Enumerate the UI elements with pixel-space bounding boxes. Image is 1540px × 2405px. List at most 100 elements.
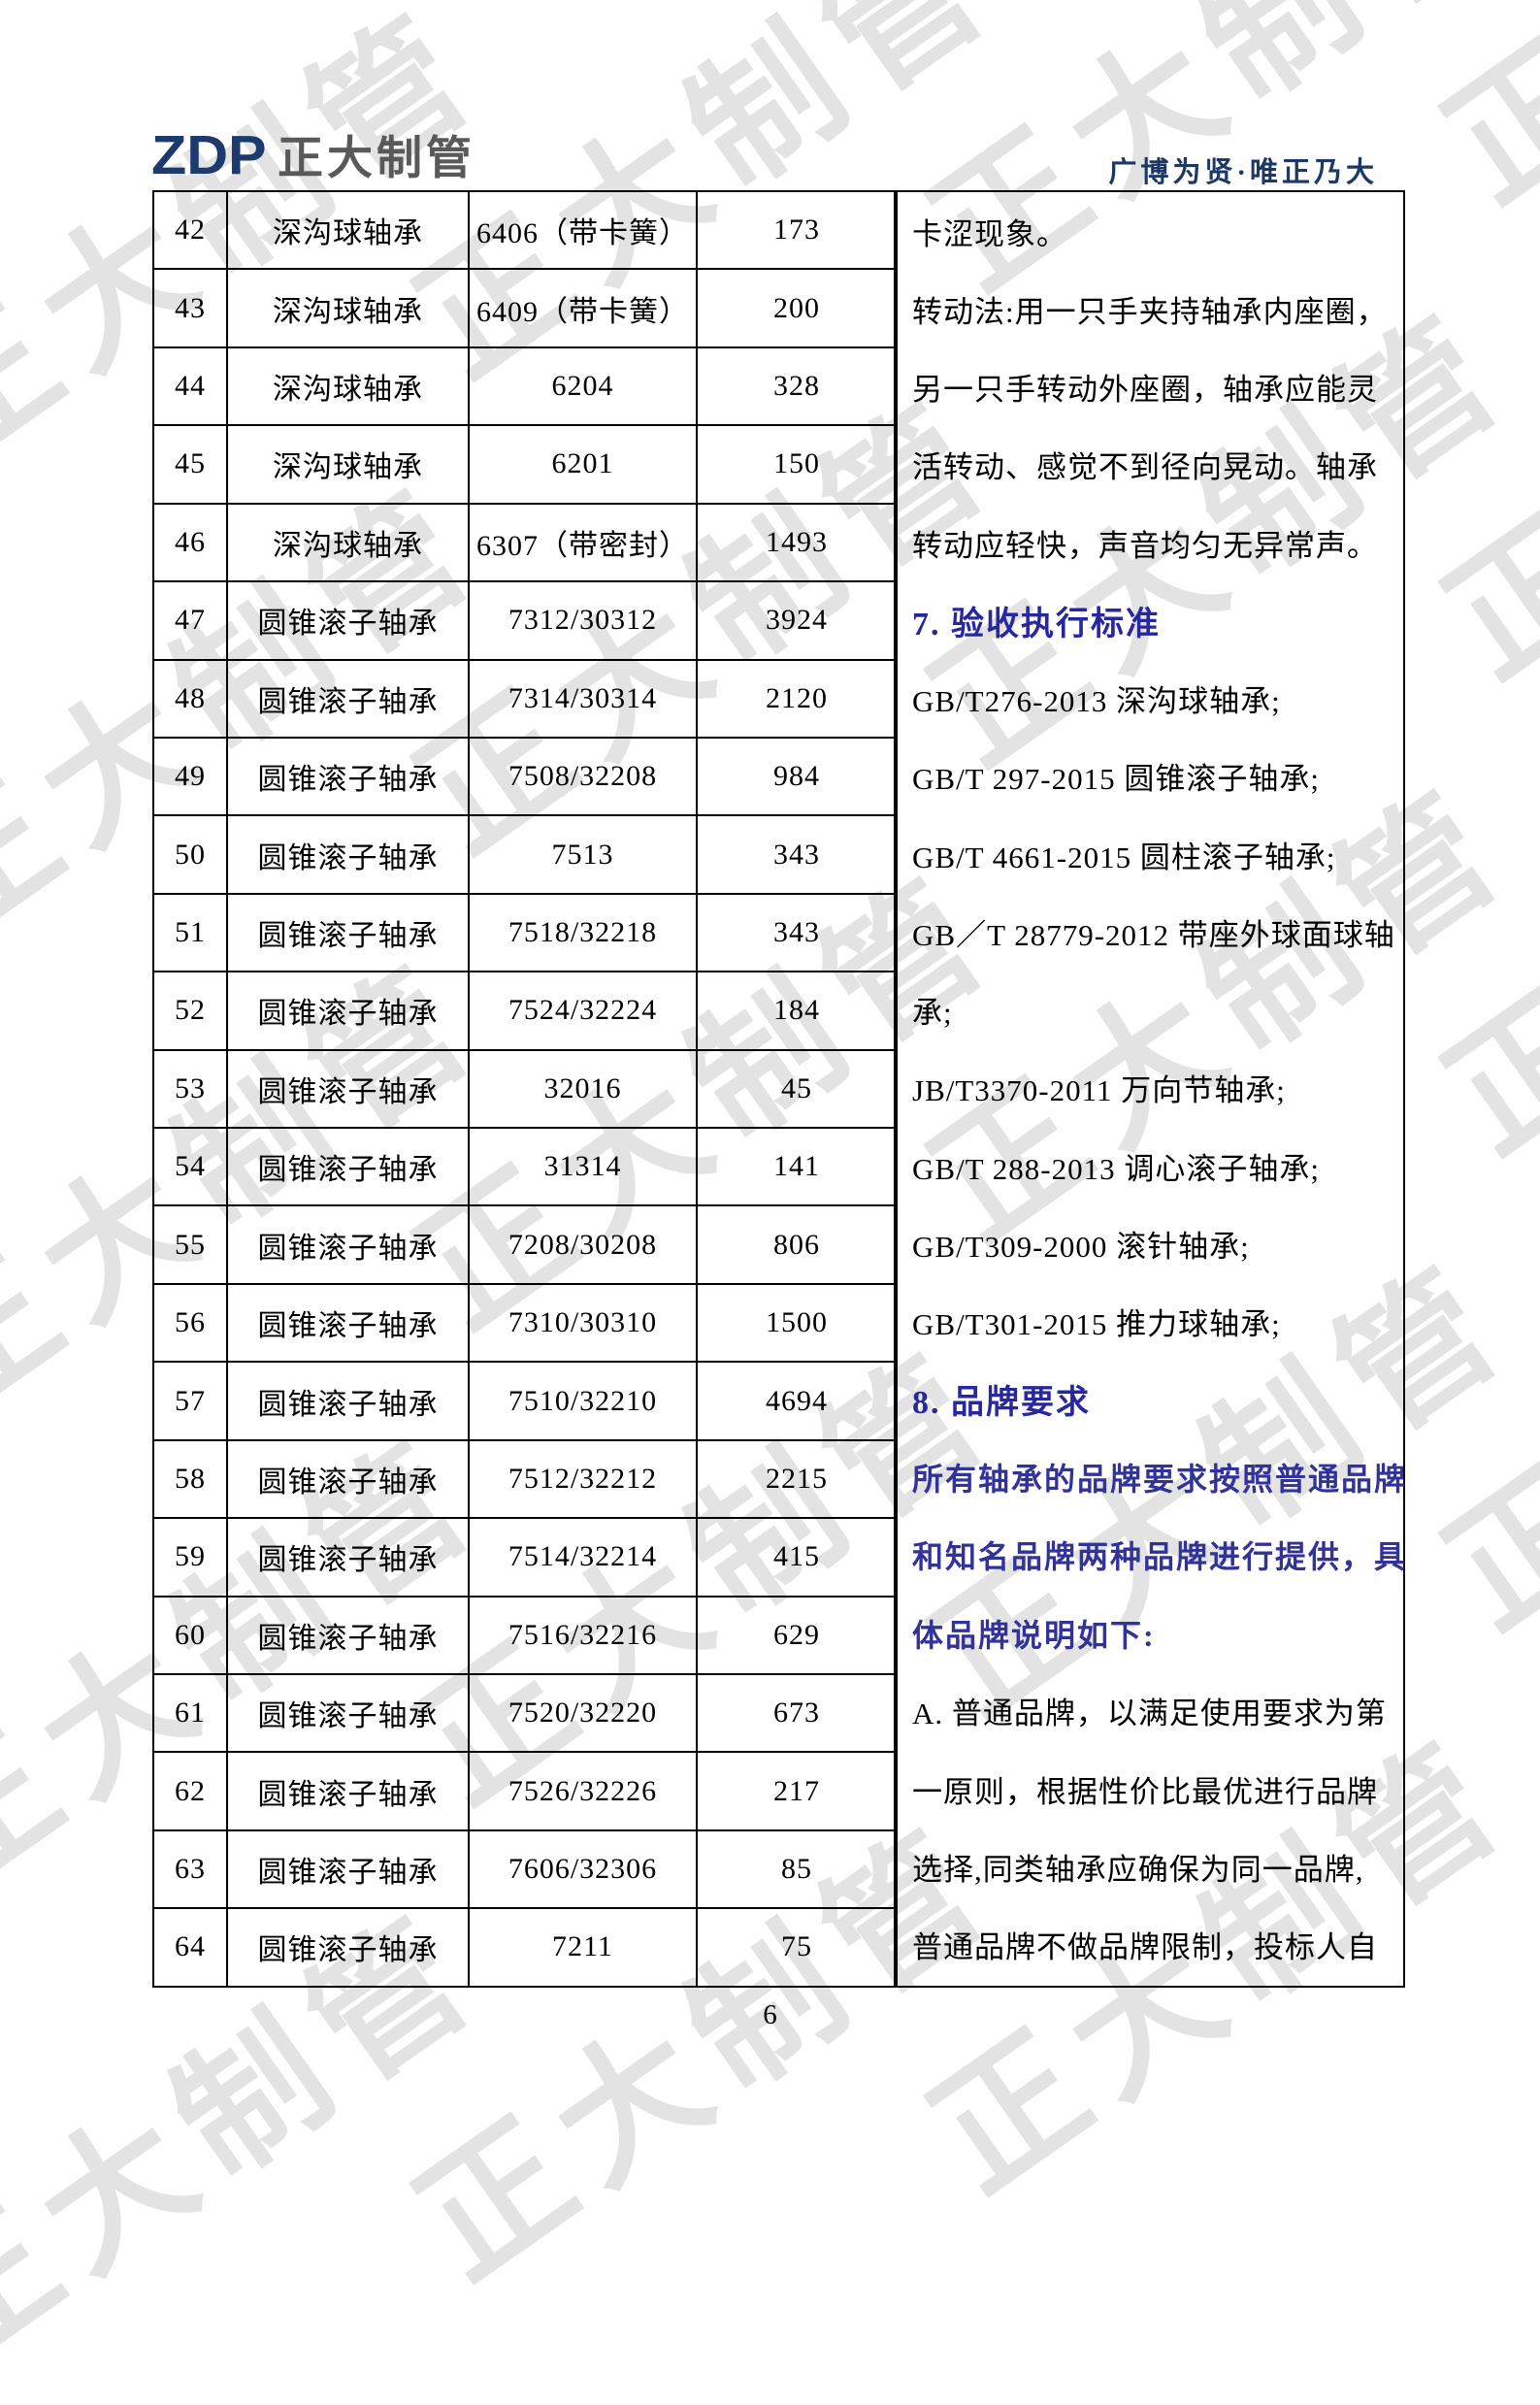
cell-bearing-type: 圆锥滚子轴承 [226, 814, 470, 895]
cell-row-number: 56 [152, 1282, 228, 1364]
cell-model: 7526/32226 [468, 1751, 698, 1831]
cell-model: 7513 [468, 814, 698, 895]
table-row: 45 深沟球轴承 6201 150 [152, 424, 898, 505]
cell-model: 6307（带密封） [468, 502, 698, 583]
cell-row-number: 61 [152, 1673, 228, 1754]
note-line: JB/T3370-2011 万向节轴承; [912, 1073, 1286, 1108]
cell-bearing-type: 圆锥滚子轴承 [226, 1828, 470, 1910]
note-line: GB/T276-2013 深沟球轴承; [912, 684, 1281, 719]
cell-model: 32016 [468, 1048, 698, 1130]
page-footer: 6 [0, 1999, 1540, 2031]
cell-quantity: 2215 [696, 1438, 898, 1520]
cell-model: 7520/32220 [468, 1673, 698, 1754]
note-line: GB／T 28779-2012 带座外球面球轴 [912, 917, 1395, 952]
note-line: GB/T 4661-2015 圆柱滚子轴承; [912, 840, 1336, 874]
note-line: 7. 验收执行标准 [912, 606, 1161, 642]
table-row: 61 圆锥滚子轴承 7520/32220 673 [152, 1673, 898, 1754]
cell-model: 7312/30312 [468, 580, 698, 661]
cell-bearing-type: 圆锥滚子轴承 [226, 1751, 470, 1831]
cell-row-number: 51 [152, 892, 228, 973]
cell-bearing-type: 深沟球轴承 [226, 424, 470, 505]
cell-row-number: 64 [152, 1907, 228, 1988]
cell-row-number: 60 [152, 1595, 228, 1676]
page-number: 6 [763, 1999, 777, 2030]
cell-bearing-type: 圆锥滚子轴承 [226, 892, 470, 973]
cell-model: 31314 [468, 1127, 698, 1207]
cell-model: 7310/30310 [468, 1282, 698, 1364]
cell-bearing-type: 圆锥滚子轴承 [226, 1282, 470, 1364]
note-line: 体品牌说明如下: [912, 1617, 1156, 1653]
cell-row-number: 49 [152, 736, 228, 817]
note-line: 另一只手转动外座圈，轴承应能灵 [912, 373, 1378, 408]
logo-company-name: 正大制管 [278, 132, 475, 183]
cell-bearing-type: 深沟球轴承 [226, 502, 470, 583]
cell-bearing-type: 圆锥滚子轴承 [226, 1204, 470, 1285]
cell-model: 6409（带卡簧） [468, 268, 698, 348]
cell-quantity: 415 [696, 1517, 898, 1598]
table-row: 49 圆锥滚子轴承 7508/32208 984 [152, 736, 898, 817]
table-row: 59 圆锥滚子轴承 7514/32214 415 [152, 1517, 898, 1598]
cell-quantity: 184 [696, 971, 898, 1051]
note-line: GB/T 288-2013 调心滚子轴承; [912, 1151, 1320, 1186]
note-line: 选择,同类轴承应确保为同一品牌, [912, 1852, 1364, 1887]
table-row: 42 深沟球轴承 6406（带卡簧） 173 [152, 189, 898, 271]
cell-row-number: 59 [152, 1517, 228, 1598]
cell-bearing-type: 圆锥滚子轴承 [226, 1517, 470, 1598]
cell-model: 6204 [468, 346, 698, 427]
table-row: 60 圆锥滚子轴承 7516/32216 629 [152, 1595, 898, 1676]
cell-quantity: 806 [696, 1204, 898, 1285]
notes-panel: 卡涩现象。 转动法:用一只手夹持轴承内座圈， 另一只手转动外座圈，轴承应能灵 活… [894, 190, 1405, 1988]
cell-row-number: 55 [152, 1204, 228, 1285]
table-row: 46 深沟球轴承 6307（带密封） 1493 [152, 502, 898, 583]
watermark-text: 正大制管 [1418, 670, 1540, 1182]
cell-model: 7510/32210 [468, 1361, 698, 1441]
table-row: 63 圆锥滚子轴承 7606/32306 85 [152, 1828, 898, 1910]
note-line: 一原则，根据性价比最优进行品牌 [912, 1774, 1378, 1809]
table-row: 52 圆锥滚子轴承 7524/32224 184 [152, 971, 898, 1051]
table-row: 50 圆锥滚子轴承 7513 343 [152, 814, 898, 895]
cell-model: 7208/30208 [468, 1204, 698, 1285]
cell-quantity: 343 [696, 814, 898, 895]
cell-row-number: 54 [152, 1127, 228, 1207]
bearing-table: 42 深沟球轴承 6406（带卡簧） 173 43 深沟球轴承 6409（带卡簧… [152, 189, 898, 1988]
table-row: 64 圆锥滚子轴承 7211 75 [152, 1907, 898, 1988]
cell-quantity: 75 [696, 1907, 898, 1988]
cell-row-number: 58 [152, 1438, 228, 1520]
cell-model: 7211 [468, 1907, 698, 1988]
note-line: 8. 品牌要求 [912, 1385, 1091, 1422]
note-line: A. 普通品牌，以满足使用要求为第 [912, 1697, 1387, 1731]
note-line: 转动应轻快，声音均匀无异常声。 [912, 528, 1378, 563]
cell-quantity: 141 [696, 1127, 898, 1207]
cell-quantity: 85 [696, 1828, 898, 1910]
table-row: 58 圆锥滚子轴承 7512/32212 2215 [152, 1438, 898, 1520]
note-line: 转动法:用一只手夹持轴承内座圈， [912, 294, 1388, 329]
watermark-text: 正大制管 [1397, 0, 1540, 241]
cell-bearing-type: 深沟球轴承 [226, 189, 470, 271]
table-row: 53 圆锥滚子轴承 32016 45 [152, 1048, 898, 1130]
logo-zdp-mark: ZDP [151, 124, 267, 186]
cell-quantity: 150 [696, 424, 898, 505]
table-row: 57 圆锥滚子轴承 7510/32210 4694 [152, 1361, 898, 1441]
cell-row-number: 53 [152, 1048, 228, 1130]
cell-quantity: 3924 [696, 580, 898, 661]
cell-bearing-type: 圆锥滚子轴承 [226, 1673, 470, 1754]
table-row: 43 深沟球轴承 6409（带卡簧） 200 [152, 268, 898, 348]
cell-model: 7524/32224 [468, 971, 698, 1051]
cell-row-number: 52 [152, 971, 228, 1051]
cell-bearing-type: 圆锥滚子轴承 [226, 658, 470, 739]
cell-row-number: 62 [152, 1751, 228, 1831]
table-row: 62 圆锥滚子轴承 7526/32226 217 [152, 1751, 898, 1831]
cell-model: 7314/30314 [468, 658, 698, 739]
cell-bearing-type: 圆锥滚子轴承 [226, 1048, 470, 1130]
cell-model: 6406（带卡簧） [468, 189, 698, 271]
cell-model: 6201 [468, 424, 698, 505]
cell-quantity: 217 [696, 1751, 898, 1831]
table-row: 51 圆锥滚子轴承 7518/32218 343 [152, 892, 898, 973]
cell-quantity: 1500 [696, 1282, 898, 1364]
cell-quantity: 1493 [696, 502, 898, 583]
cell-quantity: 200 [696, 268, 898, 348]
cell-quantity: 45 [696, 1048, 898, 1130]
cell-row-number: 44 [152, 346, 228, 427]
cell-bearing-type: 圆锥滚子轴承 [226, 1907, 470, 1988]
cell-quantity: 343 [696, 892, 898, 973]
